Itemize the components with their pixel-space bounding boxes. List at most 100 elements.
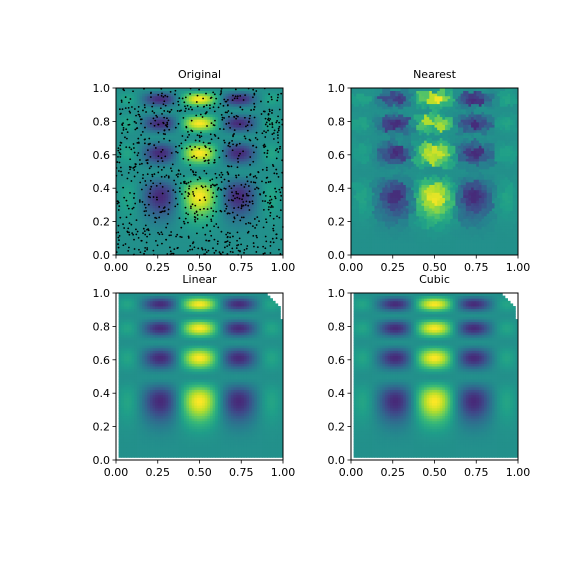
sample-point (233, 116, 236, 118)
heatmap-cell (126, 127, 130, 131)
sample-point (156, 198, 158, 201)
heatmap-cell (225, 249, 229, 253)
heatmap-cell (183, 140, 187, 144)
heatmap-cell (142, 150, 146, 154)
heatmap-cell (139, 205, 143, 209)
heatmap-cell (264, 161, 268, 165)
heatmap-cell (155, 202, 159, 206)
heatmap-cell (126, 181, 130, 185)
heatmap-cell (225, 247, 229, 251)
sample-point (174, 205, 177, 208)
heatmap-cell (272, 231, 276, 235)
heatmap-cell (230, 241, 234, 245)
heatmap-cell (225, 116, 229, 120)
heatmap-cell (152, 197, 156, 201)
heatmap-cell (256, 205, 260, 209)
heatmap-cell (183, 171, 187, 175)
sample-point (117, 209, 120, 211)
heatmap-cell (173, 163, 177, 167)
heatmap-cell (204, 221, 208, 225)
heatmap-cell (176, 168, 180, 172)
heatmap-cell (170, 153, 174, 157)
heatmap-cell (241, 218, 245, 222)
sample-point (277, 115, 279, 118)
heatmap-cell (168, 241, 172, 245)
sample-point (270, 96, 273, 98)
heatmap-cell (233, 247, 237, 251)
sample-point (210, 207, 213, 210)
heatmap-cell (264, 121, 268, 125)
heatmap-cell (160, 153, 164, 157)
heatmap-cell (123, 137, 127, 141)
sample-point (132, 90, 134, 93)
heatmap-cell (264, 228, 268, 232)
heatmap-cell (262, 202, 266, 206)
heatmap-cell (236, 121, 240, 125)
heatmap-cell (280, 168, 284, 172)
heatmap-cell (269, 88, 273, 92)
heatmap-cell (217, 210, 221, 214)
heatmap-cell (249, 184, 253, 188)
heatmap-cell (220, 161, 224, 165)
heatmap-cell (225, 192, 229, 196)
sample-point (249, 173, 252, 176)
sample-point (155, 196, 158, 199)
heatmap-cell (134, 129, 138, 133)
heatmap-cell (149, 158, 153, 162)
heatmap-cell (238, 98, 242, 102)
heatmap-cell (165, 236, 169, 240)
heatmap-cell (181, 88, 185, 92)
heatmap-cell (144, 161, 148, 165)
heatmap-cell (196, 101, 200, 105)
heatmap-cell (189, 124, 193, 128)
heatmap-cell (272, 181, 276, 185)
heatmap-cell (123, 163, 127, 167)
heatmap-cell (157, 121, 161, 125)
heatmap-cell (238, 134, 242, 138)
heatmap-cell (121, 137, 125, 141)
heatmap-cell (280, 181, 284, 185)
sample-point (243, 249, 246, 251)
heatmap-cell (165, 145, 169, 149)
heatmap-cell (186, 179, 190, 183)
heatmap-cell (176, 116, 180, 120)
heatmap-cell (136, 88, 140, 92)
heatmap-cell (277, 187, 281, 191)
heatmap-cell (251, 192, 255, 196)
heatmap-cell (199, 129, 203, 133)
heatmap-cell (165, 205, 169, 209)
heatmap-cell (275, 218, 279, 222)
heatmap-cell (152, 223, 156, 227)
heatmap-cell (225, 137, 229, 141)
heatmap-cell (238, 161, 242, 165)
heatmap-cell (228, 103, 232, 107)
heatmap-cell (212, 189, 216, 193)
heatmap-cell (262, 213, 266, 217)
heatmap-cell (269, 223, 273, 227)
heatmap-cell (233, 241, 237, 245)
heatmap-cell (121, 218, 125, 222)
heatmap-cell (129, 200, 133, 204)
heatmap-cell (178, 174, 182, 178)
heatmap-cell (176, 184, 180, 188)
sample-point (239, 106, 242, 109)
heatmap-cell (251, 153, 255, 157)
heatmap-cell (181, 145, 185, 149)
sample-point (185, 212, 188, 215)
heatmap-cell (196, 226, 200, 230)
heatmap-cell (176, 181, 180, 185)
heatmap-cell (280, 187, 284, 191)
heatmap-cell (170, 129, 174, 133)
sample-point (253, 102, 256, 105)
sample-point (247, 185, 250, 187)
heatmap-cell (186, 226, 190, 230)
heatmap-cell (121, 236, 125, 240)
heatmap-cell (147, 116, 151, 120)
heatmap-cell (142, 124, 146, 128)
heatmap-cell (194, 221, 198, 225)
heatmap-cell (262, 166, 266, 170)
sample-point (271, 237, 274, 240)
heatmap-cell (116, 121, 120, 125)
sample-point (230, 199, 233, 201)
heatmap-cell (183, 119, 187, 123)
